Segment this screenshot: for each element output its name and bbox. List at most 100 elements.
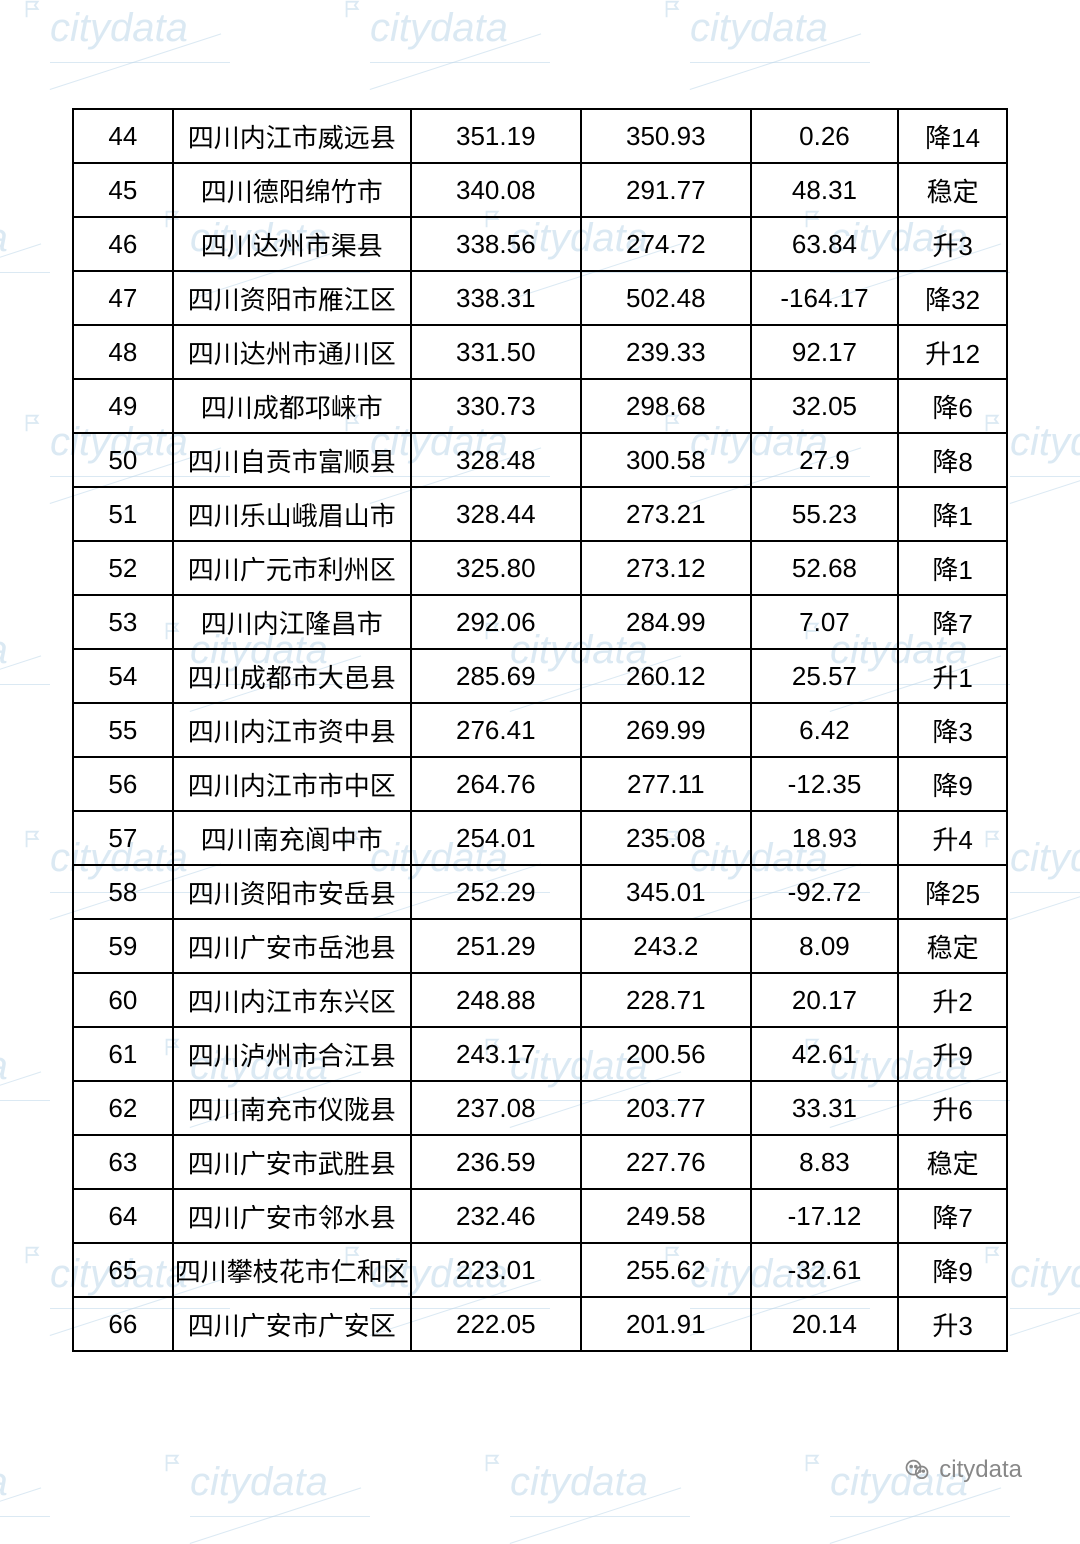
cell-rank: 46 — [73, 217, 173, 271]
watermark-swoosh — [190, 1474, 390, 1544]
table-row: 63四川广安市武胜县236.59227.768.83稳定 — [73, 1135, 1007, 1189]
cell-name: 四川德阳绵竹市 — [173, 163, 411, 217]
cell-name: 四川达州市通川区 — [173, 325, 411, 379]
cell-change: 降25 — [898, 865, 1007, 919]
cell-change: 升3 — [898, 217, 1007, 271]
cell-val2020: 223.01 — [411, 1243, 581, 1297]
cell-val2020: 236.59 — [411, 1135, 581, 1189]
cell-diff: 55.23 — [751, 487, 898, 541]
cell-rank: 57 — [73, 811, 173, 865]
cell-diff: 8.83 — [751, 1135, 898, 1189]
cell-name: 四川广安市武胜县 — [173, 1135, 411, 1189]
cell-name: 四川达州市渠县 — [173, 217, 411, 271]
cell-change: 降7 — [898, 595, 1007, 649]
table-row: 58四川资阳市安岳县252.29345.01-92.72降25 — [73, 865, 1007, 919]
cell-name: 四川自贡市富顺县 — [173, 433, 411, 487]
watermark-flag-icon — [802, 1452, 824, 1474]
cell-val2020: 285.69 — [411, 649, 581, 703]
cell-val2020: 351.19 — [411, 109, 581, 163]
cell-diff: 25.57 — [751, 649, 898, 703]
cell-diff: 27.9 — [751, 433, 898, 487]
data-table: 44四川内江市威远县351.19350.930.26降1445四川德阳绵竹市34… — [72, 108, 1008, 1352]
cell-rank: 58 — [73, 865, 173, 919]
cell-rank: 51 — [73, 487, 173, 541]
cell-val2019: 243.2 — [581, 919, 751, 973]
cell-rank: 56 — [73, 757, 173, 811]
cell-change: 升12 — [898, 325, 1007, 379]
cell-name: 四川内江市威远县 — [173, 109, 411, 163]
cell-change: 降8 — [898, 433, 1007, 487]
cell-val2019: 249.58 — [581, 1189, 751, 1243]
cell-name: 四川广元市利州区 — [173, 541, 411, 595]
wechat-icon — [903, 1456, 931, 1484]
cell-name: 四川广安市岳池县 — [173, 919, 411, 973]
cell-val2020: 338.31 — [411, 271, 581, 325]
cell-diff: 8.09 — [751, 919, 898, 973]
table-row: 50四川自贡市富顺县328.48300.5827.9降8 — [73, 433, 1007, 487]
watermark-swoosh — [0, 1474, 70, 1544]
cell-val2019: 255.62 — [581, 1243, 751, 1297]
cell-val2020: 251.29 — [411, 919, 581, 973]
cell-name: 四川南充阆中市 — [173, 811, 411, 865]
table-row: 55四川内江市资中县276.41269.996.42降3 — [73, 703, 1007, 757]
watermark-swoosh — [510, 1474, 710, 1544]
cell-change: 稳定 — [898, 1135, 1007, 1189]
cell-rank: 52 — [73, 541, 173, 595]
cell-diff: 63.84 — [751, 217, 898, 271]
cell-val2019: 200.56 — [581, 1027, 751, 1081]
cell-diff: 92.17 — [751, 325, 898, 379]
cell-rank: 45 — [73, 163, 173, 217]
cell-diff: 20.14 — [751, 1297, 898, 1351]
cell-diff: -164.17 — [751, 271, 898, 325]
watermark-text: citydata — [190, 1460, 328, 1505]
table-row: 53四川内江隆昌市292.06284.997.07降7 — [73, 595, 1007, 649]
cell-val2020: 340.08 — [411, 163, 581, 217]
cell-change: 降9 — [898, 757, 1007, 811]
cell-val2019: 228.71 — [581, 973, 751, 1027]
cell-change: 降9 — [898, 1243, 1007, 1297]
cell-name: 四川成都邛崃市 — [173, 379, 411, 433]
cell-name: 四川广安市广安区 — [173, 1297, 411, 1351]
cell-change: 升6 — [898, 1081, 1007, 1135]
table-row: 54四川成都市大邑县285.69260.1225.57升1 — [73, 649, 1007, 703]
cell-change: 升2 — [898, 973, 1007, 1027]
cell-name: 四川广安市邻水县 — [173, 1189, 411, 1243]
cell-change: 降32 — [898, 271, 1007, 325]
cell-rank: 55 — [73, 703, 173, 757]
table-row: 44四川内江市威远县351.19350.930.26降14 — [73, 109, 1007, 163]
cell-name: 四川乐山峨眉山市 — [173, 487, 411, 541]
table-row: 56四川内江市市中区264.76277.11-12.35降9 — [73, 757, 1007, 811]
cell-change: 升9 — [898, 1027, 1007, 1081]
cell-name: 四川资阳市雁江区 — [173, 271, 411, 325]
cell-name: 四川资阳市安岳县 — [173, 865, 411, 919]
table-row: 47四川资阳市雁江区338.31502.48-164.17降32 — [73, 271, 1007, 325]
table-row: 52四川广元市利州区325.80273.1252.68降1 — [73, 541, 1007, 595]
cell-diff: 20.17 — [751, 973, 898, 1027]
cell-val2019: 201.91 — [581, 1297, 751, 1351]
cell-val2020: 222.05 — [411, 1297, 581, 1351]
table-row: 46四川达州市渠县338.56274.7263.84升3 — [73, 217, 1007, 271]
cell-change: 降14 — [898, 109, 1007, 163]
cell-val2020: 264.76 — [411, 757, 581, 811]
table-row: 51四川乐山峨眉山市328.44273.2155.23降1 — [73, 487, 1007, 541]
cell-val2019: 300.58 — [581, 433, 751, 487]
cell-change: 升4 — [898, 811, 1007, 865]
cell-val2019: 227.76 — [581, 1135, 751, 1189]
cell-rank: 66 — [73, 1297, 173, 1351]
cell-rank: 60 — [73, 973, 173, 1027]
cell-change: 升1 — [898, 649, 1007, 703]
table-body: 44四川内江市威远县351.19350.930.26降1445四川德阳绵竹市34… — [73, 109, 1007, 1351]
table-row: 57四川南充阆中市254.01235.0818.93升4 — [73, 811, 1007, 865]
cell-val2020: 330.73 — [411, 379, 581, 433]
cell-val2020: 252.29 — [411, 865, 581, 919]
cell-rank: 59 — [73, 919, 173, 973]
cell-rank: 64 — [73, 1189, 173, 1243]
cell-val2020: 254.01 — [411, 811, 581, 865]
table-row: 62四川南充市仪陇县237.08203.7733.31升6 — [73, 1081, 1007, 1135]
cell-change: 降1 — [898, 487, 1007, 541]
cell-diff: 48.31 — [751, 163, 898, 217]
table-row: 60四川内江市东兴区248.88228.7120.17升2 — [73, 973, 1007, 1027]
cell-val2020: 325.80 — [411, 541, 581, 595]
cell-rank: 44 — [73, 109, 173, 163]
table-row: 48四川达州市通川区331.50239.3392.17升12 — [73, 325, 1007, 379]
